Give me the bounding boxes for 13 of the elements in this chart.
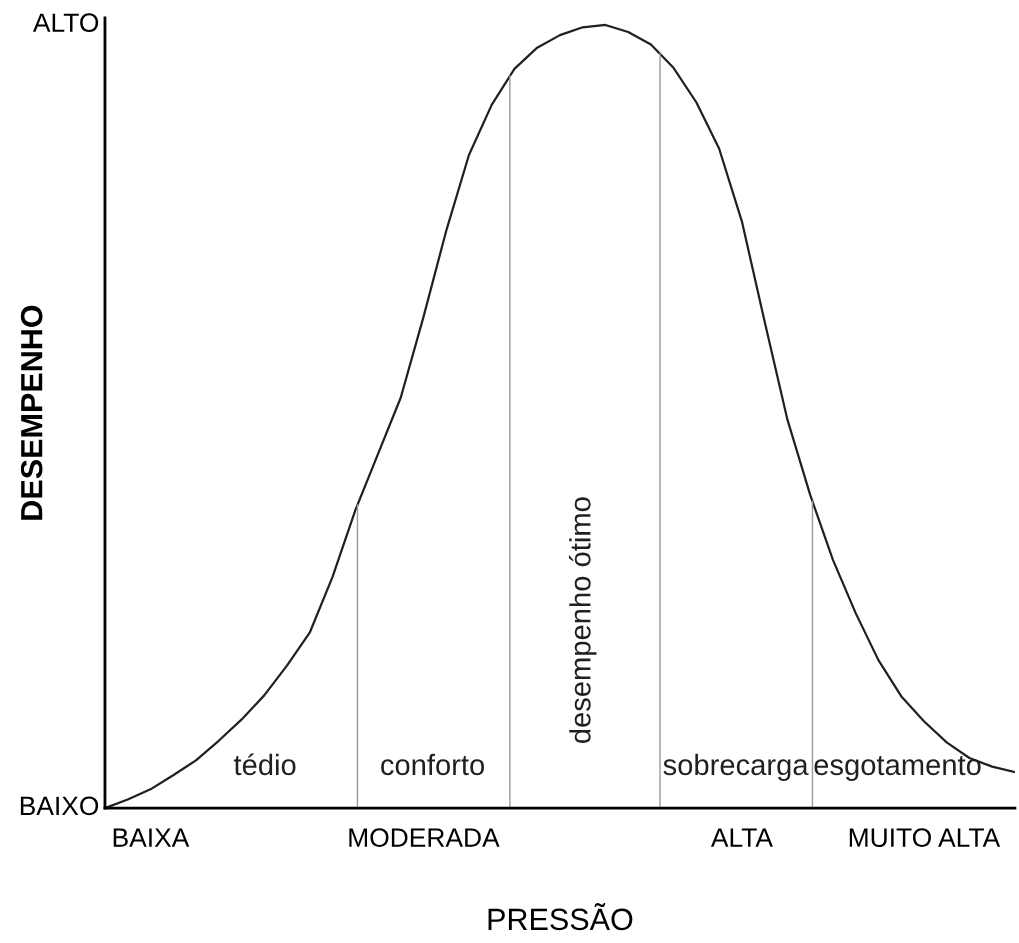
annotation: desempenho ótimo — [568, 497, 597, 743]
annotation: sobrecarga — [663, 753, 809, 782]
x-tick-label: BAIXA — [113, 828, 190, 847]
text: ALTO — [32, 13, 99, 33]
x-axis-title: PRESSÃO — [488, 903, 633, 931]
annotation: tédio — [233, 753, 296, 776]
y-axis-title: DESEMPENHO — [20, 305, 43, 520]
text: BAIXO — [20, 796, 99, 816]
annotation: conforto — [381, 753, 485, 776]
x-tick-label: MODERADA — [349, 828, 500, 847]
annotation: esgotamento — [814, 756, 981, 782]
x-tick-label: MUITO ALTA — [849, 828, 1001, 847]
x-tick-label: ALTA — [710, 828, 773, 847]
